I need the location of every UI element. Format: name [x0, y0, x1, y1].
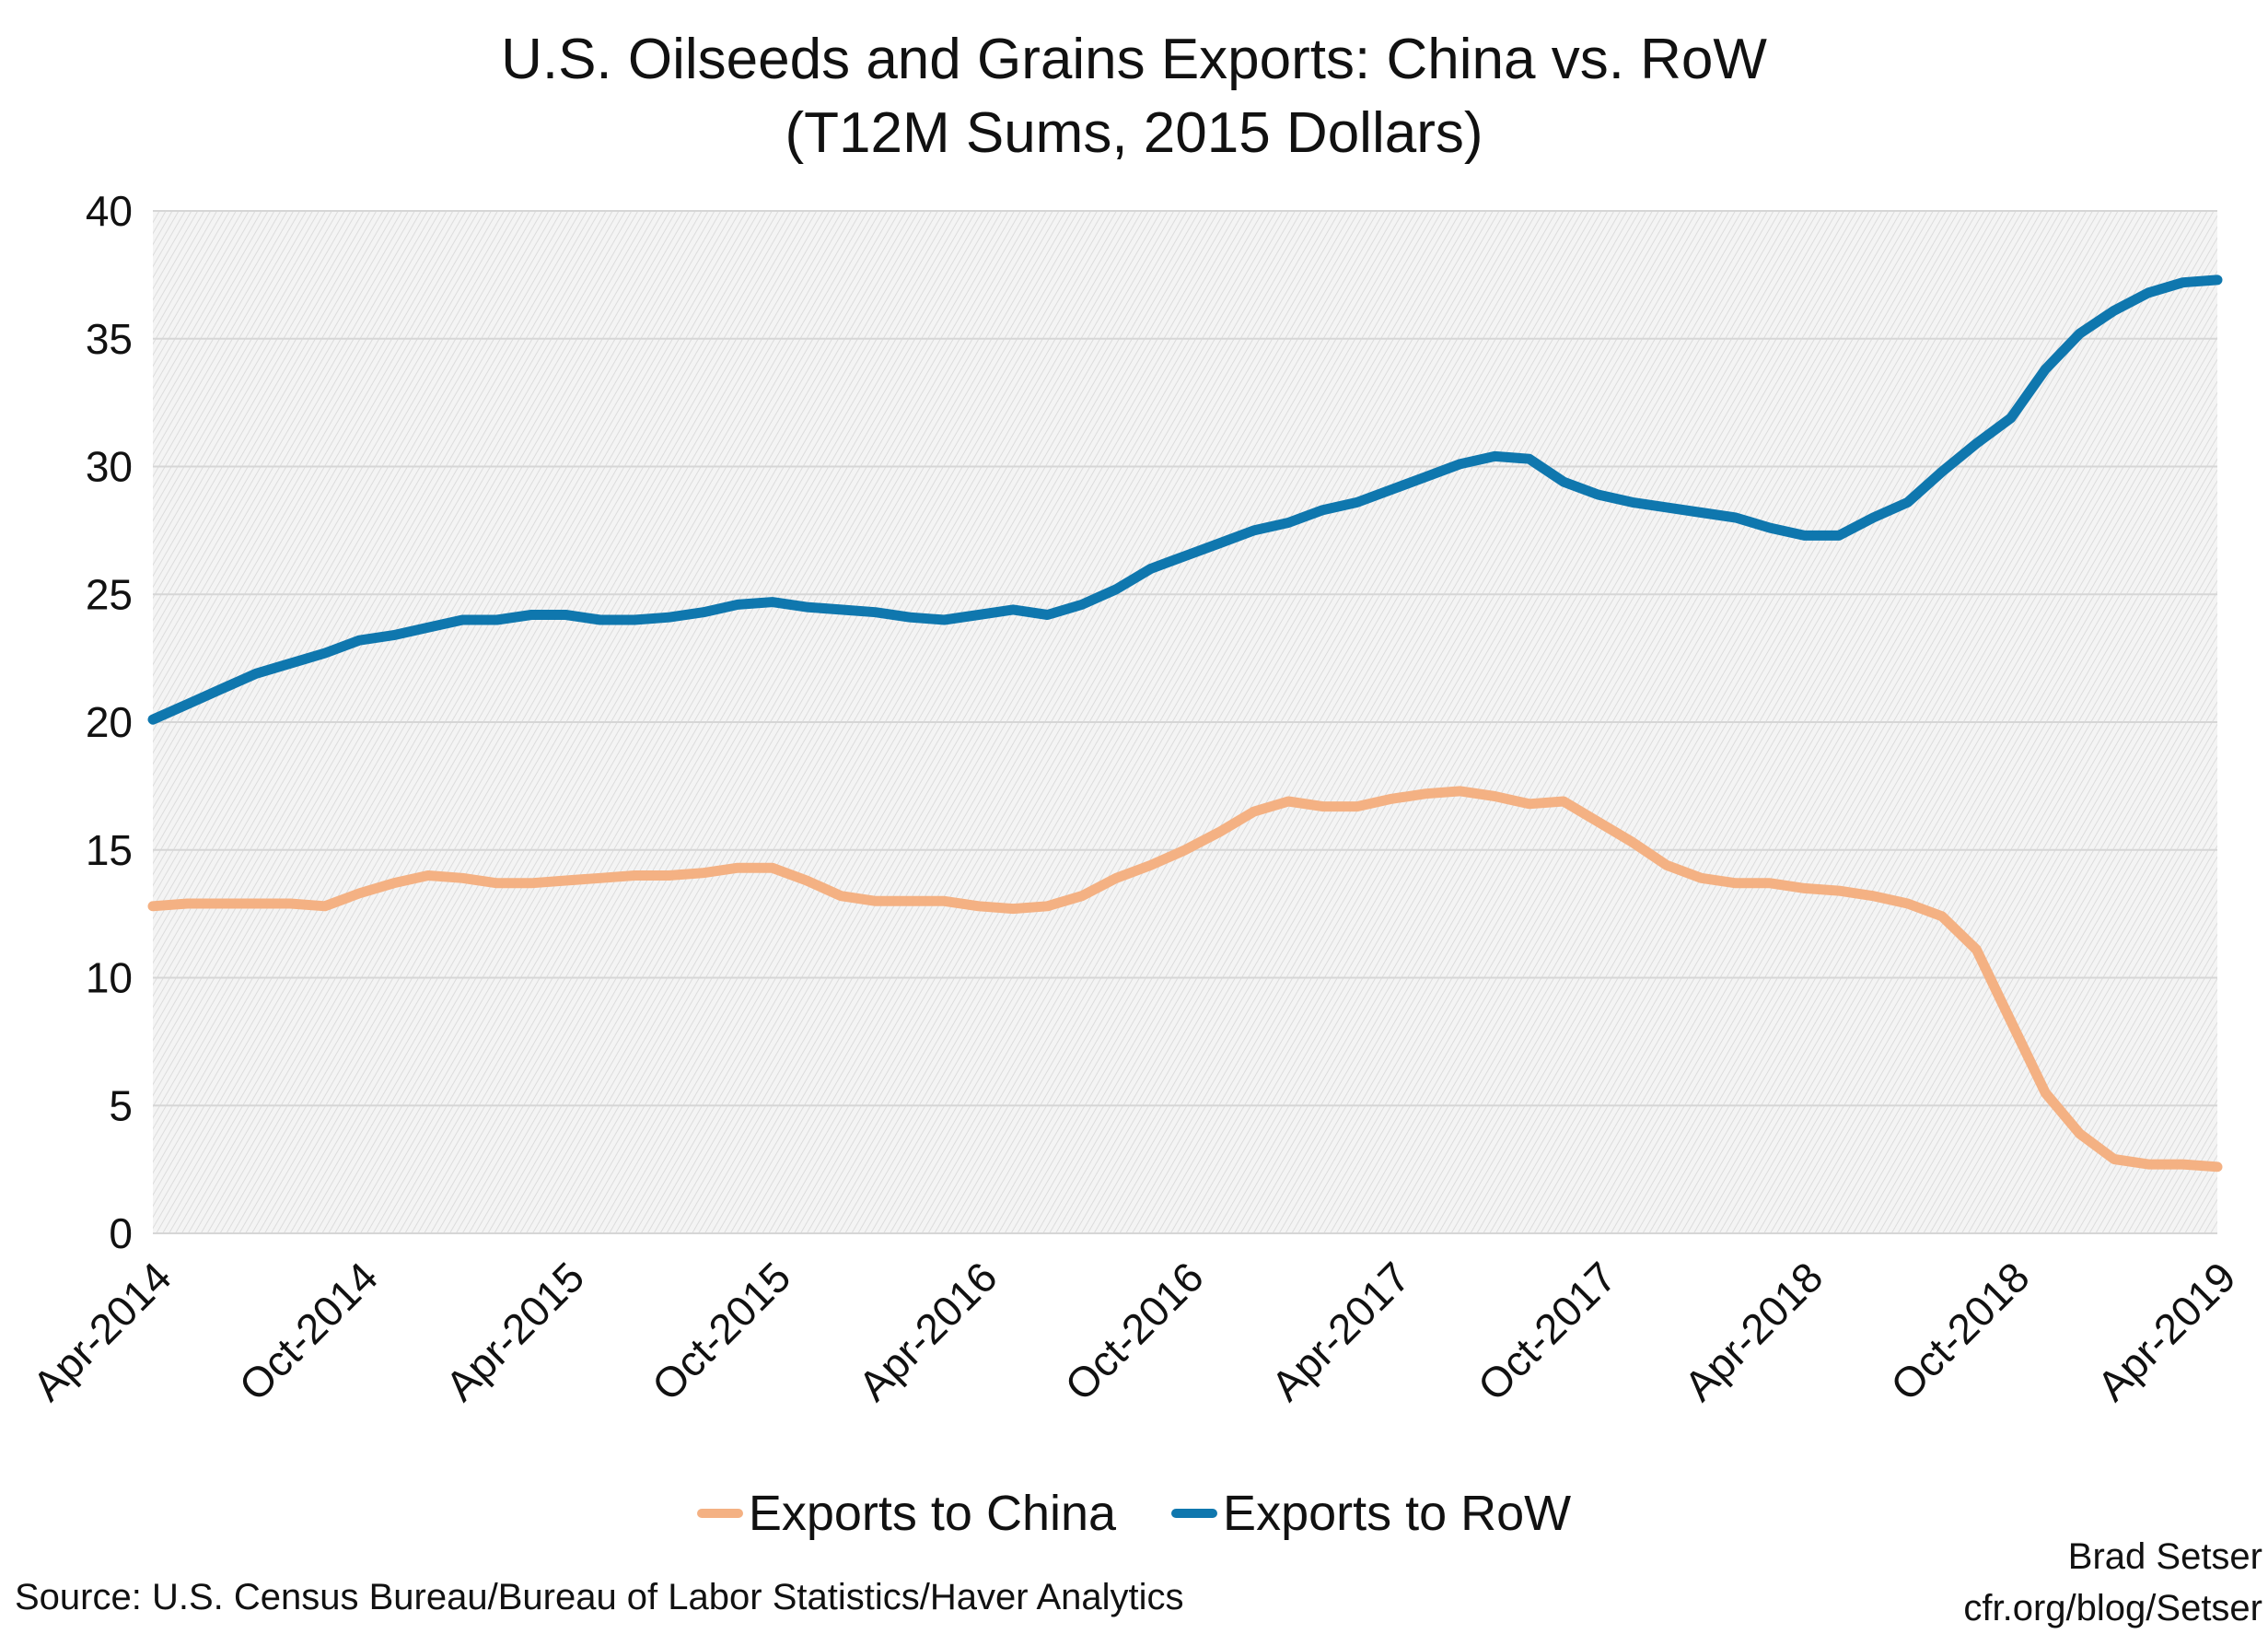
y-tick-label: 35: [86, 315, 133, 363]
y-tick-label: 25: [86, 570, 133, 618]
series-line-row: [147, 274, 2223, 725]
y-tick-label: 20: [86, 698, 133, 746]
x-tick-label: Apr-2019: [2088, 1253, 2245, 1410]
x-tick-label: Apr-2016: [849, 1253, 1006, 1410]
x-tick-label: Oct-2016: [1055, 1253, 1213, 1410]
credit-author: Brad Setser: [2067, 1536, 2262, 1577]
legend-item-china: Exports to China: [696, 1485, 1117, 1542]
x-tick-label: Apr-2015: [436, 1253, 594, 1410]
legend: Exports to China Exports to RoW: [0, 1485, 2268, 1542]
y-tick-label: 15: [86, 826, 133, 874]
x-tick-label: Apr-2018: [1675, 1253, 1832, 1410]
y-tick-label: 40: [86, 187, 133, 235]
x-tick-label: Apr-2014: [23, 1253, 180, 1410]
credit-url: cfr.org/blog/Setser: [1963, 1588, 2262, 1628]
legend-swatch-row: [1171, 1509, 1218, 1518]
y-tick-label: 0: [109, 1209, 133, 1257]
series-line-china: [147, 786, 2223, 1173]
legend-swatch-china: [696, 1509, 743, 1518]
y-tick-label: 5: [109, 1081, 133, 1129]
y-tick-label: 10: [86, 954, 133, 1002]
legend-label-china: Exports to China: [748, 1486, 1117, 1541]
x-tick-label: Oct-2018: [1881, 1253, 2039, 1410]
legend-item-row: Exports to RoW: [1171, 1485, 1571, 1542]
x-tick-label: Apr-2017: [1262, 1253, 1419, 1410]
x-tick-label: Oct-2014: [229, 1253, 387, 1410]
y-tick-label: 30: [86, 443, 133, 491]
source-note: Source: U.S. Census Bureau/Bureau of Lab…: [15, 1577, 1184, 1617]
chart-title: U.S. Oilseeds and Grains Exports: China …: [501, 28, 1767, 91]
chart-subtitle: (T12M Sums, 2015 Dollars): [785, 101, 1483, 165]
line-chart: 0 5 10 15 20 25 30 35 40 Apr-2014 Oct-2014 Apr-2015…: [23, 187, 2245, 1410]
x-tick-label: Oct-2015: [643, 1253, 800, 1410]
x-tick-label: Oct-2017: [1469, 1253, 1626, 1410]
legend-label-row: Exports to RoW: [1223, 1486, 1572, 1541]
